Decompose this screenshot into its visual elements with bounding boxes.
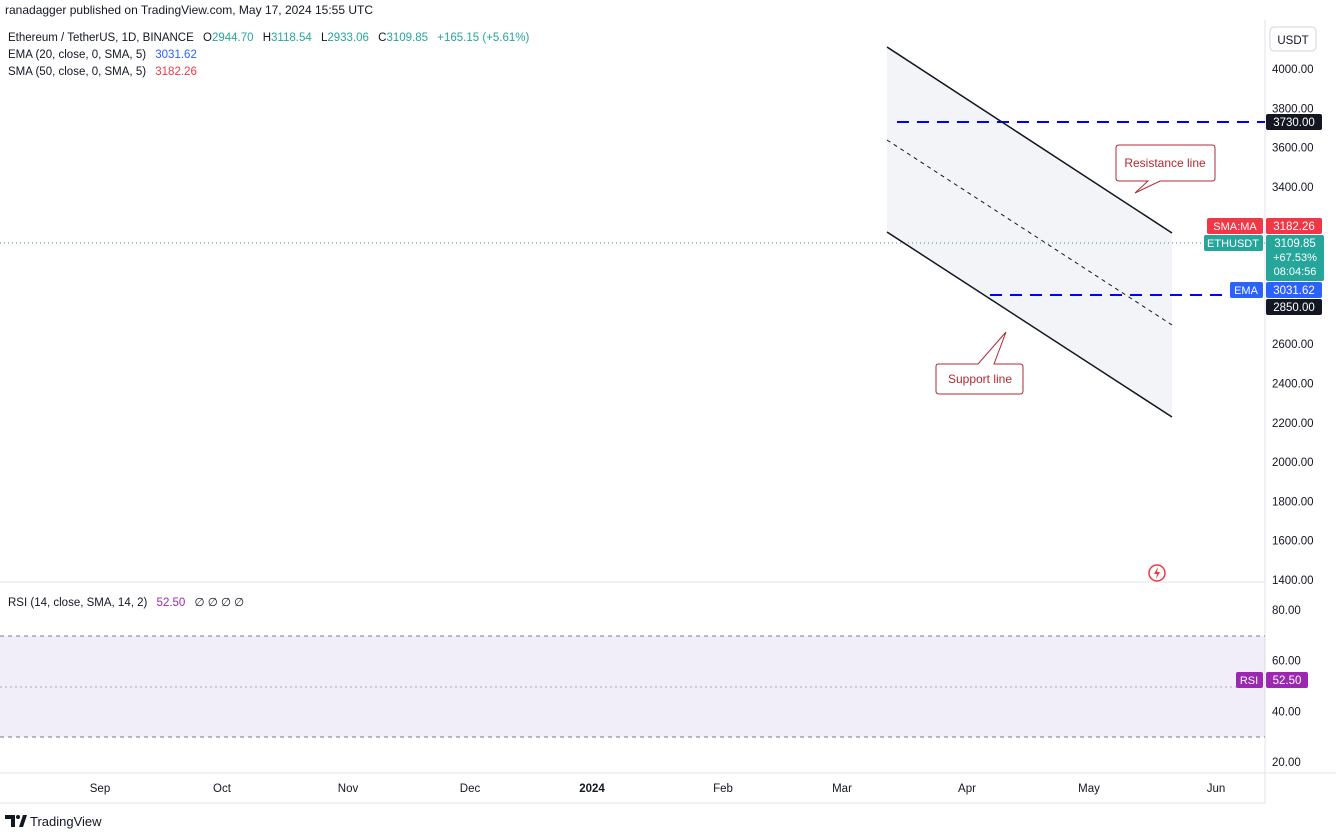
channel-median-line [886, 139, 1173, 326]
price-tick-label: 3600.00 [1272, 143, 1314, 155]
legend-sma: SMA (50, close, 0, SMA, 5) 3182.26 [8, 66, 197, 78]
tag-support: 2850.00 [1266, 299, 1322, 315]
tag-ema-value: 3031.62 [1273, 285, 1315, 297]
rsi-legend-extras: ∅ ∅ ∅ ∅ [195, 597, 245, 609]
tag-symbol-countdown: 08:04:56 [1274, 266, 1317, 278]
legend-o: 2944.70 [212, 32, 254, 44]
price-tick-label: 1400.00 [1272, 575, 1314, 587]
tag-symbol: ETHUSDT 3109.85 +67.53% 08:04:56 [1204, 235, 1324, 281]
tag-ema: EMA 3031.62 [1230, 282, 1322, 298]
channel-upper-line [886, 46, 1173, 234]
time-tick-label: Jun [1207, 783, 1226, 795]
legend-sma-value: 3182.26 [155, 66, 197, 78]
legend-line-1: Ethereum / TetherUS, 1D, BINANCE O2944.7… [8, 32, 529, 44]
legend-h: 3118.54 [271, 32, 312, 44]
currency-label: USDT [1277, 35, 1308, 47]
tag-rsi-label: RSI [1240, 675, 1258, 687]
brand-label: TradingView [30, 814, 102, 829]
resistance-callout-text: Resistance line [1124, 156, 1206, 170]
price-tick-label: 4000.00 [1272, 64, 1314, 76]
legend-h-label: H [263, 32, 271, 44]
tag-symbol-change: +67.53% [1273, 252, 1317, 264]
rsi-tick-label: 20.00 [1272, 757, 1301, 769]
tag-sma: SMA:MA 3182.26 [1207, 218, 1322, 234]
legend-l-label: L [321, 32, 328, 44]
tradingview-logo[interactable]: TradingView [5, 814, 102, 829]
time-tick-label: Oct [213, 783, 232, 795]
rsi-legend: RSI (14, close, SMA, 14, 2) 52.50 ∅ ∅ ∅ … [8, 597, 244, 609]
rsi-tick-label: 40.00 [1272, 706, 1301, 718]
rsi-tick-label: 60.00 [1272, 656, 1301, 668]
tag-ema-label: EMA [1234, 285, 1259, 297]
tag-symbol-label: ETHUSDT [1207, 238, 1259, 250]
rsi-axis[interactable]: 80.00 60.00 40.00 20.00 [1272, 605, 1301, 769]
legend-ema-label: EMA (20, close, 0, SMA, 5) [8, 49, 146, 61]
legend-l: 2933.06 [327, 32, 369, 44]
price-tick-label: 1600.00 [1272, 536, 1314, 548]
rsi-legend-label: RSI (14, close, SMA, 14, 2) [8, 597, 148, 609]
tag-symbol-value: 3109.85 [1274, 238, 1316, 250]
tag-sma-value: 3182.26 [1273, 221, 1315, 233]
price-tick-label: 2200.00 [1272, 418, 1314, 430]
price-tick-label: 2000.00 [1272, 457, 1314, 469]
currency-button[interactable]: USDT [1269, 26, 1317, 52]
tag-rsi: RSI 52.50 [1236, 672, 1308, 688]
published-line: ranadagger published on TradingView.com,… [5, 3, 373, 17]
price-tick-label: 2400.00 [1272, 378, 1314, 390]
legend-sma-label: SMA (50, close, 0, SMA, 5) [8, 66, 146, 78]
price-tick-label: 3400.00 [1272, 182, 1314, 194]
legend-c-label: C [378, 32, 386, 44]
legend-o-label: O [203, 32, 212, 44]
tag-resistance-value: 3730.00 [1273, 117, 1315, 129]
legend-symbol: Ethereum / TetherUS, 1D, BINANCE [8, 32, 194, 44]
time-tick-label: Feb [713, 783, 733, 795]
support-callout-text: Support line [948, 372, 1012, 386]
tag-sma-label: SMA:MA [1213, 221, 1257, 233]
support-callout: Support line [935, 331, 1024, 395]
legend-ema-value: 3031.62 [155, 49, 197, 61]
time-tick-label: 2024 [579, 783, 605, 795]
time-axis[interactable]: Sep Oct Nov Dec 2024 Feb Mar Apr May Jun [90, 783, 1226, 795]
time-tick-label: May [1078, 783, 1100, 795]
rsi-legend-value: 52.50 [157, 597, 186, 609]
rsi-tick-label: 80.00 [1272, 605, 1301, 617]
time-tick-label: Mar [832, 783, 852, 795]
tag-resistance: 3730.00 [1266, 114, 1322, 130]
price-tick-label: 2600.00 [1272, 339, 1314, 351]
time-tick-label: Dec [460, 783, 481, 795]
time-tick-label: Nov [338, 783, 359, 795]
lightning-icon[interactable] [1148, 564, 1166, 582]
legend-ema: EMA (20, close, 0, SMA, 5) 3031.62 [8, 49, 197, 61]
legend-c: 3109.85 [386, 32, 428, 44]
tag-support-value: 2850.00 [1273, 302, 1315, 314]
price-tick-label: 3800.00 [1272, 103, 1314, 115]
tradingview-logo-icon [5, 815, 27, 827]
time-tick-label: Sep [90, 783, 110, 795]
channel-lower-line [886, 231, 1173, 418]
tag-rsi-value: 52.50 [1273, 675, 1302, 687]
price-tick-label: 1800.00 [1272, 496, 1314, 508]
time-tick-label: Apr [958, 783, 976, 795]
legend-change: +165.15 (+5.61%) [437, 32, 529, 44]
resistance-callout: Resistance line [1115, 144, 1216, 194]
